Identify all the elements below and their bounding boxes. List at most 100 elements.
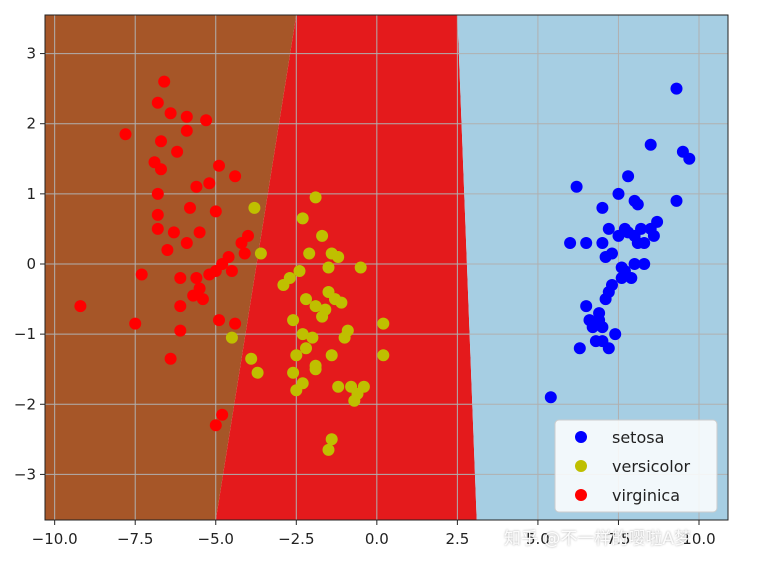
region-virginica <box>45 15 297 520</box>
point-setosa <box>596 237 609 249</box>
point-versicolor <box>245 352 258 365</box>
point-virginica <box>174 300 187 313</box>
point-versicolor <box>254 247 267 260</box>
point-versicolor <box>316 310 329 323</box>
y-tick-label: 1 <box>26 185 36 203</box>
point-virginica <box>164 107 177 120</box>
y-tick-label: −1 <box>14 325 36 343</box>
point-virginica <box>171 145 184 158</box>
point-virginica <box>174 324 187 337</box>
point-versicolor <box>309 191 322 204</box>
x-tick-label: −5.0 <box>198 530 234 548</box>
point-versicolor <box>316 229 329 242</box>
point-virginica <box>151 222 164 235</box>
point-versicolor <box>348 394 361 407</box>
point-versicolor <box>290 384 303 397</box>
legend: setosa versicolor virginica <box>554 419 718 513</box>
point-versicolor <box>332 380 345 393</box>
point-virginica <box>193 226 206 239</box>
point-setosa <box>638 237 651 249</box>
y-axis-ticks: −3 −2 −1 0 1 2 3 <box>14 45 45 483</box>
point-virginica <box>213 314 225 327</box>
point-virginica <box>74 300 87 313</box>
x-tick-label: 0.0 <box>365 530 389 548</box>
point-versicolor <box>338 331 351 344</box>
point-virginica <box>190 180 203 193</box>
point-setosa <box>593 314 606 327</box>
point-versicolor <box>300 293 312 306</box>
point-versicolor <box>309 300 322 313</box>
point-virginica <box>184 201 196 214</box>
plot-frame <box>44 14 729 521</box>
point-versicolor <box>287 314 300 327</box>
point-virginica <box>151 208 164 221</box>
point-versicolor <box>248 201 261 214</box>
point-virginica <box>213 159 225 172</box>
point-setosa <box>580 237 593 249</box>
x-tick-label: −2.5 <box>278 530 314 548</box>
point-virginica <box>167 226 180 239</box>
point-virginica <box>209 205 222 218</box>
x-tick-label: 5.0 <box>526 530 550 548</box>
point-virginica <box>238 247 251 260</box>
point-setosa <box>606 279 618 291</box>
point-virginica <box>235 237 248 249</box>
point-virginica <box>216 408 229 421</box>
point-virginica <box>129 317 142 330</box>
legend-marker-virginica <box>575 489 587 501</box>
point-versicolor <box>303 247 316 260</box>
y-tick-label: −3 <box>14 465 36 483</box>
point-virginica <box>155 163 167 176</box>
point-setosa <box>615 261 628 274</box>
point-versicolor <box>300 342 312 355</box>
legend-marker-versicolor <box>575 460 587 472</box>
legend-box <box>554 419 718 513</box>
legend-label-versicolor: versicolor <box>612 457 690 476</box>
point-versicolor <box>309 363 322 376</box>
x-tick-label: −10.0 <box>32 530 78 548</box>
decision-regions <box>45 15 728 520</box>
point-setosa <box>564 237 577 249</box>
point-virginica <box>151 187 164 200</box>
legend-marker-setosa <box>575 431 587 443</box>
point-setosa <box>544 391 557 404</box>
point-setosa <box>609 328 622 341</box>
y-tick-label: −2 <box>14 395 36 413</box>
point-setosa <box>622 170 635 183</box>
point-versicolor <box>354 261 367 274</box>
point-virginica <box>229 317 242 330</box>
point-virginica <box>161 244 174 256</box>
point-virginica <box>200 114 213 127</box>
point-versicolor <box>377 317 390 330</box>
point-setosa <box>573 342 586 355</box>
point-virginica <box>119 128 132 141</box>
point-setosa <box>596 201 609 214</box>
point-setosa <box>612 187 625 200</box>
point-setosa <box>606 247 618 260</box>
data-points <box>74 75 696 456</box>
point-virginica <box>190 272 203 284</box>
point-virginica <box>203 268 216 281</box>
point-versicolor <box>296 328 309 341</box>
x-tick-label: 2.5 <box>445 530 469 548</box>
point-versicolor <box>225 331 238 344</box>
point-virginica <box>203 177 216 190</box>
point-setosa <box>651 215 664 228</box>
point-virginica <box>155 135 167 148</box>
point-versicolor <box>277 279 290 291</box>
point-versicolor <box>251 366 264 379</box>
point-versicolor <box>357 380 370 393</box>
point-setosa <box>628 258 641 270</box>
x-tick-label: 7.5 <box>607 530 631 548</box>
point-virginica <box>196 293 209 306</box>
point-virginica <box>135 268 148 281</box>
point-versicolor <box>322 443 335 456</box>
point-versicolor <box>335 296 348 309</box>
point-versicolor <box>332 251 345 263</box>
point-setosa <box>570 180 583 193</box>
point-setosa <box>625 272 638 284</box>
point-setosa <box>670 82 683 95</box>
point-versicolor <box>293 265 306 277</box>
legend-label-virginica: virginica <box>612 486 680 505</box>
